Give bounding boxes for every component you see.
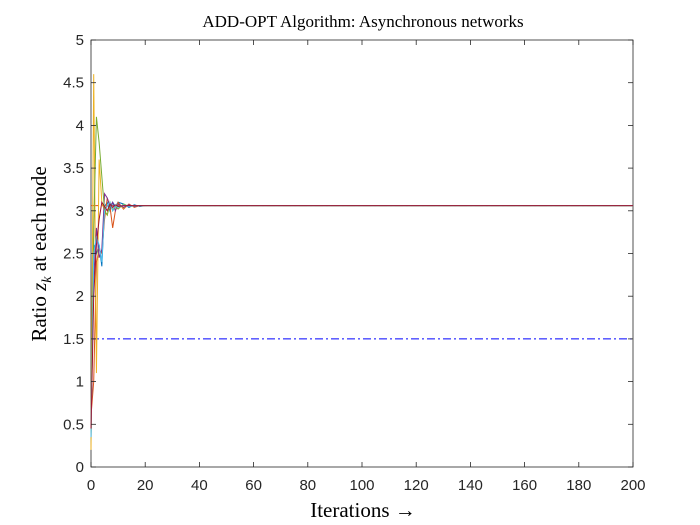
x-axis-label: Iterations → [310, 498, 416, 522]
series-line-7 [90, 200, 633, 429]
x-tick-label: 160 [512, 477, 537, 494]
x-tick-label: 200 [620, 477, 645, 494]
y-tick-label: 3.5 [63, 160, 84, 177]
y-tick-label: 1.5 [63, 331, 84, 348]
plot-area: 0 20 40 60 80 100 120 140 160 180 200 0 0.5 1 1.5 2 2.5 3… [63, 32, 645, 494]
y-axis-label: Ratio zk at each node [27, 166, 55, 341]
y-axis-label-text: Ratio zk at each node [27, 166, 55, 341]
x-tick-label: 40 [191, 477, 208, 494]
plot-frame [90, 39, 634, 468]
y-tick-label: 4 [76, 117, 84, 134]
y-tick-label: 5 [76, 32, 84, 49]
y-tick-label: 2.5 [63, 246, 84, 263]
x-tick-label: 20 [137, 477, 154, 494]
y-axis-label-prefix: Ratio [27, 291, 51, 342]
x-tick-label: 100 [349, 477, 374, 494]
chart-title: ADD-OPT Algorithm: Asynchronous networks [202, 12, 523, 31]
y-axis-label-math-base: z [27, 283, 51, 292]
y-tick-label: 4.5 [63, 75, 84, 92]
x-tick-label: 180 [566, 477, 591, 494]
x-tick-label: 140 [458, 477, 483, 494]
x-tick-label: 60 [245, 477, 262, 494]
y-axis-label-math-sub: k [40, 276, 55, 283]
y-tick-label: 0.5 [63, 416, 84, 433]
x-tick-label: 80 [299, 477, 316, 494]
y-axis-label-suffix: at each node [27, 166, 51, 276]
x-tick-label: 0 [87, 477, 95, 494]
y-tick-label: 0 [76, 459, 84, 476]
x-tick-label: 120 [404, 477, 429, 494]
y-tick-label: 1 [76, 374, 84, 391]
y-tick-label: 2 [76, 288, 84, 305]
y-tick-label: 3 [76, 203, 84, 220]
